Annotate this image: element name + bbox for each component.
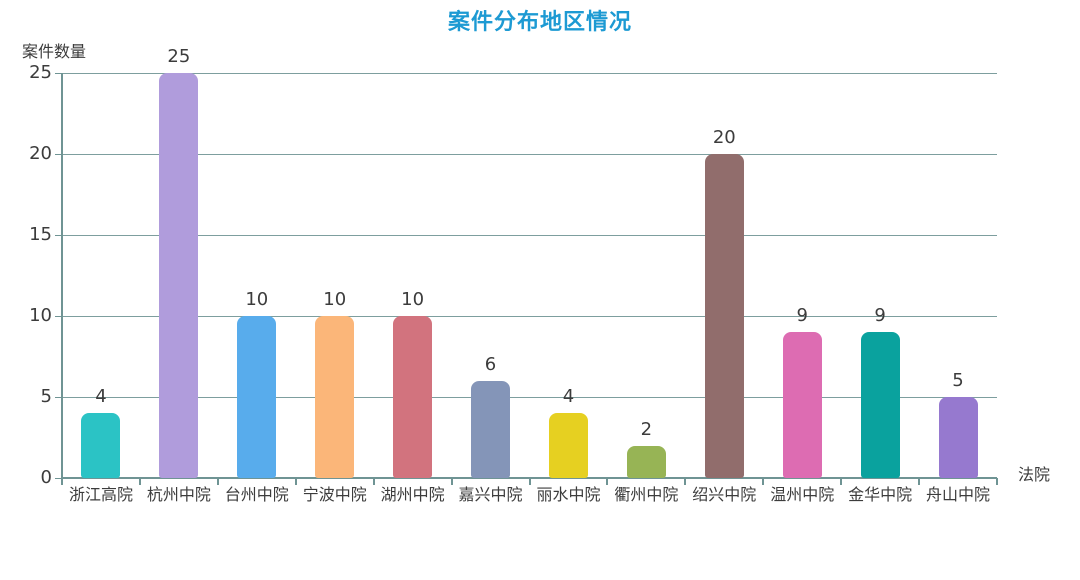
- bar-湖州中院: [393, 316, 433, 478]
- x-tick: [996, 478, 998, 485]
- x-tick: [762, 478, 765, 485]
- x-category-label: 台州中院: [224, 485, 289, 504]
- x-tick: [294, 478, 297, 485]
- y-axis-line: [61, 73, 63, 479]
- bar-浙江高院: [81, 413, 121, 478]
- bar-温州中院: [782, 332, 822, 478]
- y-tick: [55, 154, 62, 155]
- x-tick: [372, 478, 375, 485]
- bar-value-label: 4: [95, 386, 107, 408]
- x-tick: [606, 478, 609, 485]
- x-tick: [61, 478, 63, 485]
- bar-value-label: 10: [245, 289, 269, 310]
- x-category-label: 杭州中院: [146, 485, 211, 504]
- y-tick: [55, 478, 62, 479]
- bar-衢州中院: [626, 445, 666, 478]
- bar-value-label: 20: [712, 127, 736, 148]
- x-tick: [528, 478, 531, 485]
- bar-value-label: 5: [952, 370, 964, 391]
- y-tick-label: 20: [29, 143, 52, 164]
- y-axis-title: 案件数量: [22, 42, 87, 61]
- x-category-label: 绍兴中院: [692, 485, 757, 504]
- y-tick-label: 0: [40, 467, 52, 488]
- bar-绍兴中院: [704, 154, 744, 478]
- x-category-label: 湖州中院: [380, 485, 445, 504]
- x-axis-title: 法院: [1018, 465, 1051, 484]
- x-category-label: 舟山中院: [926, 485, 991, 504]
- bar-value-label: 9: [874, 305, 886, 327]
- x-tick: [684, 478, 687, 485]
- y-tick-label: 10: [29, 305, 52, 326]
- y-tick: [55, 397, 62, 398]
- x-tick: [450, 478, 453, 485]
- gridline: [62, 73, 997, 74]
- bar-台州中院: [237, 316, 277, 478]
- y-tick: [55, 73, 62, 74]
- x-category-label: 宁波中院: [302, 485, 367, 504]
- chart-title: 案件分布地区情况: [447, 10, 632, 35]
- bar-嘉兴中院: [471, 380, 511, 478]
- y-tick: [55, 316, 62, 317]
- y-tick-label: 25: [29, 62, 52, 83]
- gridline: [62, 397, 997, 398]
- bar-宁波中院: [315, 316, 355, 478]
- bar-value-label: 9: [796, 305, 808, 327]
- bar-value-label: 6: [484, 353, 497, 375]
- y-tick: [55, 235, 62, 236]
- x-category-label: 浙江高院: [68, 485, 133, 504]
- bar-value-label: 4: [562, 386, 575, 408]
- y-tick-label: 5: [40, 386, 52, 407]
- x-tick: [216, 478, 219, 485]
- bar-丽水中院: [548, 413, 588, 478]
- x-tick: [138, 478, 141, 485]
- x-tick: [840, 478, 843, 485]
- x-category-label: 温州中院: [770, 485, 835, 504]
- bar-value-label: 10: [323, 289, 347, 310]
- bar-value-label: 25: [167, 46, 191, 67]
- bar-杭州中院: [159, 73, 199, 478]
- x-category-label: 金华中院: [848, 485, 913, 504]
- x-category-label: 衢州中院: [614, 485, 679, 504]
- gridline: [62, 235, 997, 236]
- bar-金华中院: [860, 332, 900, 478]
- bar-舟山中院: [938, 397, 978, 478]
- bar-value-label: 2: [640, 418, 653, 440]
- x-category-label: 嘉兴中院: [458, 485, 523, 504]
- y-tick-label: 15: [29, 224, 52, 245]
- gridline: [62, 316, 997, 317]
- gridline: [62, 154, 997, 155]
- x-tick: [918, 478, 921, 485]
- x-category-label: 丽水中院: [536, 485, 601, 504]
- bar-value-label: 10: [401, 289, 425, 310]
